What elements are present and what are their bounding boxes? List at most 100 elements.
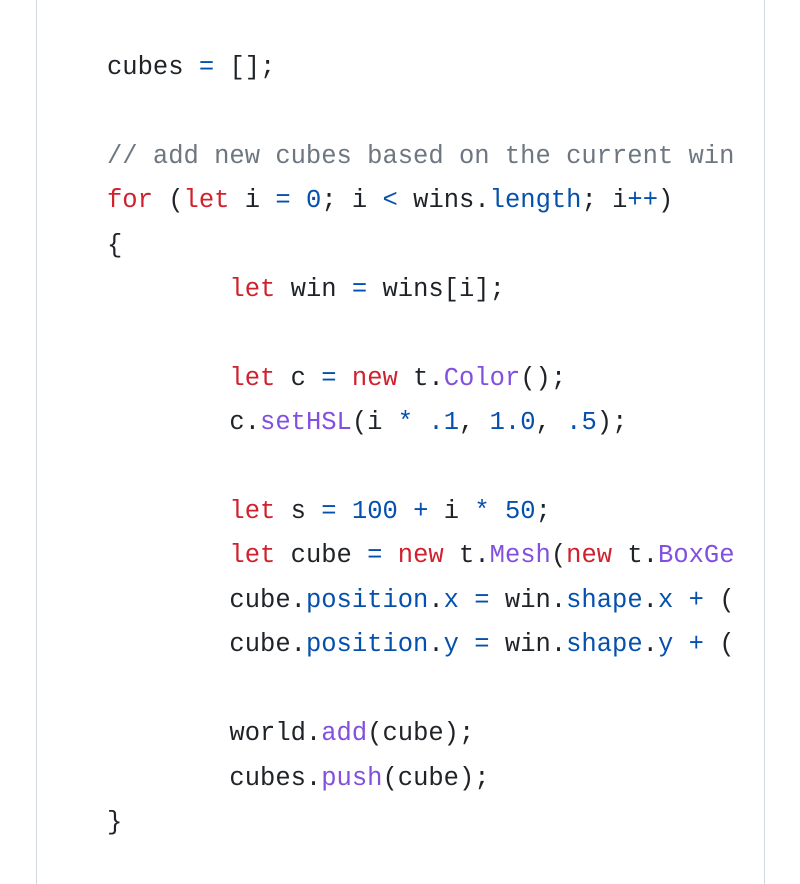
code-token: position: [306, 630, 428, 659]
code-token: ,: [536, 408, 567, 437]
code-token: i: [229, 186, 275, 215]
code-token: {: [107, 231, 122, 260]
code-token: BoxGe: [658, 541, 735, 570]
code-token: Color: [444, 364, 521, 393]
code-token: [382, 541, 397, 570]
code-token: (i: [352, 408, 398, 437]
code-block: cubes = []; // add new cubes based on th…: [37, 0, 764, 845]
code-token: 1.0: [490, 408, 536, 437]
code-token: shape: [566, 630, 643, 659]
code-token: .: [643, 586, 658, 615]
code-token: <: [383, 186, 398, 215]
code-token: ; i: [582, 186, 628, 215]
code-token: *: [398, 408, 413, 437]
code-token: =: [321, 364, 336, 393]
code-token: [291, 186, 306, 215]
code-token: [337, 364, 352, 393]
code-token: [673, 630, 688, 659]
code-token: push: [321, 764, 382, 793]
code-token: (: [551, 541, 566, 570]
code-token: t.: [398, 364, 444, 393]
code-token: shape: [566, 586, 643, 615]
code-token: setHSL: [260, 408, 352, 437]
code-token: .1: [428, 408, 459, 437]
code-token: new: [566, 541, 612, 570]
code-token: );: [597, 408, 628, 437]
code-token: let: [229, 275, 275, 304]
code-token: (cube);: [367, 719, 474, 748]
code-token: cubes.: [229, 764, 321, 793]
code-token: [673, 586, 688, 615]
code-token: let: [229, 364, 275, 393]
code-token: .5: [566, 408, 597, 437]
code-token: wins[i];: [367, 275, 505, 304]
code-token: c.: [229, 408, 260, 437]
code-token: win: [275, 275, 352, 304]
code-token: .: [428, 630, 443, 659]
code-token: 100: [352, 497, 398, 526]
code-token: world.: [229, 719, 321, 748]
code-token: =: [367, 541, 382, 570]
code-token: cube.: [229, 586, 306, 615]
code-token: }: [107, 808, 122, 837]
code-token: +: [689, 630, 704, 659]
code-token: for: [107, 186, 153, 215]
code-token: ,: [459, 408, 490, 437]
code-token: (: [704, 630, 735, 659]
code-token: 0: [306, 186, 321, 215]
code-token: new: [398, 541, 444, 570]
code-token: s: [275, 497, 321, 526]
code-token: [459, 586, 474, 615]
code-token: ++: [627, 186, 658, 215]
code-token: x: [444, 586, 459, 615]
code-token: cube.: [229, 630, 306, 659]
code-token: position: [306, 586, 428, 615]
code-token: i: [428, 497, 474, 526]
code-token: [459, 630, 474, 659]
code-token: [];: [214, 53, 275, 82]
code-token: win.: [490, 630, 567, 659]
code-token: (: [153, 186, 184, 215]
code-token: +: [413, 497, 428, 526]
code-token: ();: [520, 364, 566, 393]
code-token: cubes: [107, 53, 199, 82]
code-token: =: [199, 53, 214, 82]
code-token: +: [689, 586, 704, 615]
code-viewer-frame: cubes = []; // add new cubes based on th…: [36, 0, 765, 884]
code-token: (: [704, 586, 735, 615]
code-token: =: [275, 186, 290, 215]
code-token: let: [184, 186, 230, 215]
code-token: ): [658, 186, 673, 215]
code-token: let: [229, 497, 275, 526]
code-token: win.: [490, 586, 567, 615]
code-token: [337, 497, 352, 526]
code-token: let: [229, 541, 275, 570]
code-token: add: [321, 719, 367, 748]
code-token: *: [474, 497, 489, 526]
code-token: =: [321, 497, 336, 526]
code-token: new: [352, 364, 398, 393]
code-token: y: [658, 630, 673, 659]
code-token: [398, 497, 413, 526]
code-token: ; i: [321, 186, 382, 215]
code-token: 50: [505, 497, 536, 526]
code-token: [413, 408, 428, 437]
code-token: cube: [275, 541, 367, 570]
code-token: Mesh: [490, 541, 551, 570]
code-token: x: [658, 586, 673, 615]
code-token: =: [474, 586, 489, 615]
code-token: y: [444, 630, 459, 659]
code-token: .: [428, 586, 443, 615]
code-token: t.: [612, 541, 658, 570]
code-token: c: [275, 364, 321, 393]
code-token: [490, 497, 505, 526]
code-token: t.: [444, 541, 490, 570]
code-token: (cube);: [382, 764, 489, 793]
code-token: =: [352, 275, 367, 304]
code-token: wins.: [398, 186, 490, 215]
code-token: // add new cubes based on the current wi…: [107, 142, 734, 171]
code-token: ;: [536, 497, 551, 526]
code-token: =: [474, 630, 489, 659]
code-token: length: [490, 186, 582, 215]
code-token: .: [643, 630, 658, 659]
